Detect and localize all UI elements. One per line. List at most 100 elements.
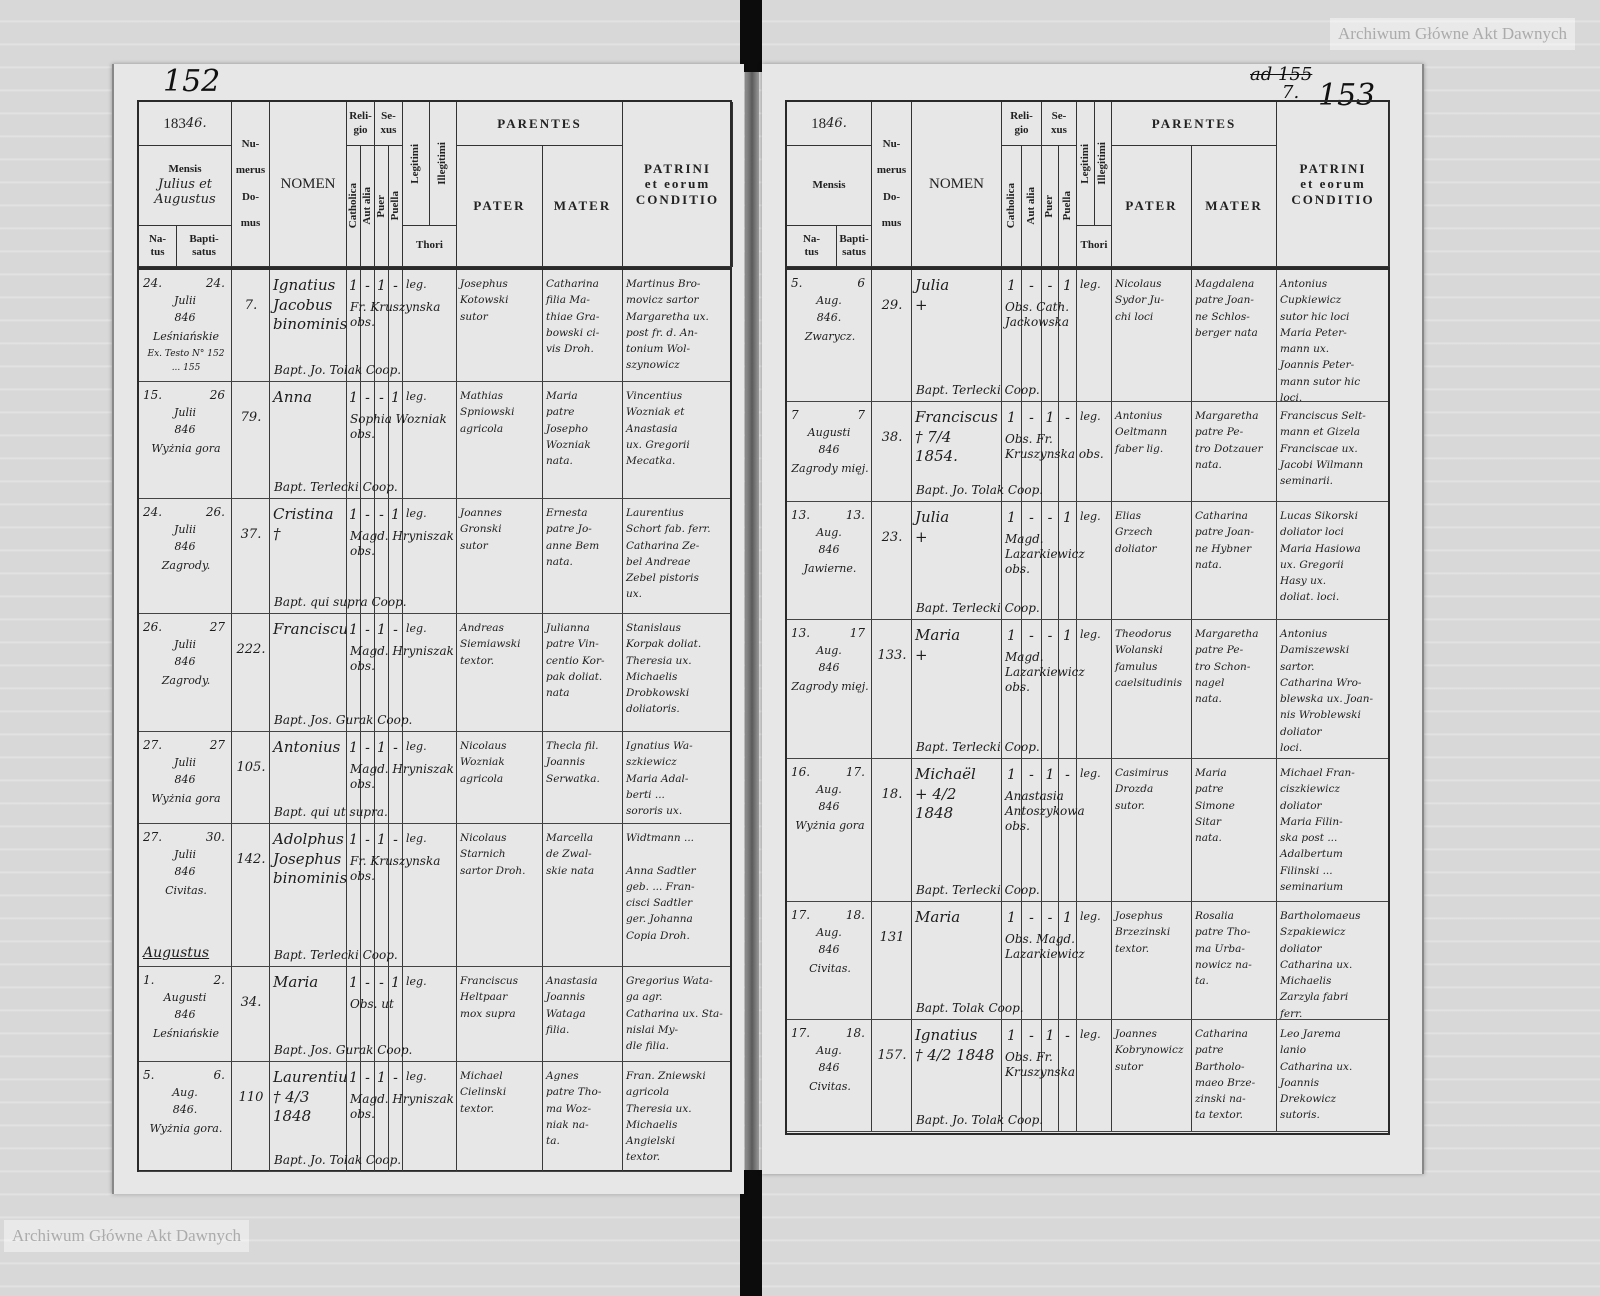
locality: Civitas. — [809, 962, 851, 975]
baptism-day: 7 — [857, 408, 865, 422]
pater-heading: PATER — [457, 146, 543, 267]
locality: Wyżnia gora — [151, 442, 221, 455]
father: Josephus Brzezinski textor. — [1112, 902, 1192, 1019]
puella-mark: 1 — [389, 382, 403, 498]
date-cell: 26. 27 Julii 846 Zagrody. — [139, 614, 232, 731]
legitimacy-mark: leg. — [403, 614, 457, 731]
illegitimi-heading-text: Illegitimi — [436, 142, 449, 185]
birth-day: 24. — [143, 276, 163, 290]
obstetrix-note: Obs. ut — [350, 997, 394, 1011]
puer-mark: - — [1042, 620, 1059, 758]
catholica-mark: 1 — [347, 732, 361, 823]
month-divider-augustus: Augustus — [143, 945, 210, 961]
aut-alia-mark: - — [361, 382, 375, 498]
puer-mark: 1 — [1042, 402, 1059, 501]
godparents: Fran. Zniewski agricola Theresia ux. Mic… — [626, 1070, 706, 1164]
house-number: 37. — [232, 499, 270, 613]
obstetrix-note: Sophia Wozniak obs. — [350, 412, 447, 441]
baptizing-priest-note: Bapt. Terlecki Coop. — [274, 948, 398, 962]
puella-mark: 1 — [389, 499, 403, 613]
aut-alia-mark: - — [1022, 502, 1042, 619]
puer-mark: 1 — [375, 824, 389, 966]
child-name: Julia + — [912, 270, 1002, 401]
mother: Magdalena patre Joan- ne Schlos- berger … — [1192, 270, 1277, 401]
numerus-domus-heading: Nu- merus Do- mus — [232, 102, 270, 267]
aut-alia-mark: - — [361, 1062, 375, 1171]
baptizing-priest-note: Bapt. qui supra Coop. — [274, 595, 407, 609]
baptizing-priest-note: Bapt. Jos. Gurak Coop. — [274, 713, 413, 727]
legitimi-heading-text: Legitimi — [1078, 143, 1091, 184]
legitimacy-mark: leg. — [403, 382, 457, 498]
mother: Anastasia Joannis Wataga filia. — [543, 967, 623, 1061]
register-entry: 24. 26. Julii 846 Zagrody. 37. Cristina † 1- -1… — [139, 499, 730, 614]
natus-heading: Na- tus — [139, 226, 177, 267]
catholica-mark: 1 — [1002, 502, 1022, 619]
father: Josephus Kotowski sutor — [457, 270, 543, 381]
mother: Rosalia patre Tho- ma Urba- nowicz na- t… — [1192, 902, 1277, 1019]
baptism-day: 30. — [205, 830, 225, 844]
baptizing-priest-note: Bapt. Jo. Tolak Coop. — [274, 1153, 402, 1167]
mensis-label: Mensis — [168, 163, 202, 176]
natus-heading: Na- tus — [787, 226, 837, 267]
birth-day: 27. — [143, 830, 163, 844]
locality: Civitas. — [165, 884, 207, 897]
mother: Agnes patre Tho- ma Woz- niak na- ta. — [543, 1062, 623, 1171]
puella-heading: Puella — [389, 146, 403, 267]
date-cell: 1. 2. Augusti 846 Leśniańskie — [139, 967, 232, 1061]
obstetrix-note: Obs. Fr. Kruszynska obs. — [1005, 432, 1104, 461]
register-entry: 13. 13. Aug. 846 Jawierne. 23. Julia +1- -1 leg… — [787, 502, 1388, 620]
puer-heading: Puer — [375, 146, 389, 267]
legitimacy-mark: leg. — [403, 967, 457, 1061]
aut-alia-mark: - — [361, 614, 375, 731]
puella-mark: - — [389, 824, 403, 966]
obstetrix-note: Fr. Kruszynska obs. — [350, 300, 441, 329]
date-cell: 27. 30. Julii 846 Civitas. — [139, 824, 232, 966]
baptizing-priest-note: Bapt. Jo. Tolak Coop. — [916, 483, 1044, 497]
register-entry: 17. 18. Aug. 846 Civitas. 157. Ignatius † 4/2… — [787, 1020, 1388, 1132]
child-name: Laurentius † 4/3 1848 — [270, 1062, 347, 1171]
house-number: 29. — [872, 270, 912, 401]
book-spine — [740, 1170, 762, 1296]
mother: Catharina patre Bartholo- maeo Brze- zin… — [1192, 1020, 1277, 1131]
house-number: 133. — [872, 620, 912, 758]
date-cell: 24. 26. Julii 846 Zagrody. — [139, 499, 232, 613]
obstetrix-note: Magd. Hryniszak obs. — [350, 762, 454, 791]
register-entry: 27. 30. Julii 846 Civitas. 142. Adolphus Jose… — [139, 824, 730, 967]
date-cell: 15. 26 Julii 846 Wyżnia gora — [139, 382, 232, 498]
puella-mark: - — [389, 732, 403, 823]
sexus-heading: Se- xus — [375, 102, 403, 146]
child-name: Maria + — [912, 620, 1002, 758]
legitimi-heading: Legitimi — [403, 102, 430, 226]
baptism-day: 27 — [209, 738, 225, 752]
locality: Leśniańskie — [152, 330, 220, 343]
godparents: Stanislaus Korpak doliat. Theresia ux. M… — [626, 622, 702, 716]
godparents: Vincentius Wozniak et Anastasia ux. Greg… — [626, 390, 690, 468]
month-year: Julii 846 — [173, 523, 197, 554]
obstetrix-note: Magd. Hryniszak obs. — [350, 1092, 454, 1121]
register-entry: 13. 17 Aug. 846 Zagrody mięj. 133. Maria +1- -… — [787, 620, 1388, 759]
month-year: Julii 846 — [173, 756, 197, 787]
month-year: Julii 846 — [173, 638, 197, 669]
child-name: Ignatius † 4/2 1848 — [912, 1020, 1002, 1131]
birth-day: 17. — [791, 908, 811, 922]
godparents: Michael Fran- ciszkiewicz doliator Maria… — [1280, 767, 1355, 893]
mother: Maria patre Josepho Wozniak nata. — [543, 382, 623, 498]
parentes-heading: PARENTES — [1112, 102, 1277, 146]
illegitimi-heading: Illegitimi — [430, 102, 457, 226]
baptism-day: 26. — [205, 505, 225, 519]
catholica-heading: Catholica — [1002, 146, 1022, 267]
legitimacy-mark: leg. — [1077, 502, 1112, 619]
obstetrix-note: Obs. Magd. Lazarkiewicz — [1005, 932, 1085, 961]
godparents: Widtmann ... Anna Sadtler geb. ... Fran-… — [626, 832, 696, 942]
date-cell: 5. 6. Aug. 846. Wyżnia gora. — [139, 1062, 232, 1171]
legitimacy-mark: leg. — [403, 1062, 457, 1171]
child-name: Cristina † — [270, 499, 347, 613]
catholica-mark: 1 — [1002, 759, 1022, 901]
puella-mark: 1 — [1059, 902, 1077, 1019]
register-entry: 17. 18. Aug. 846 Civitas. 131 Maria 1- -1 leg. Jo… — [787, 902, 1388, 1020]
godparents: Laurentius Schort fab. ferr. Catharina Z… — [626, 507, 711, 601]
father: Elias Grzech doliator — [1112, 502, 1192, 619]
puella-mark: - — [389, 1062, 403, 1171]
puella-mark: - — [389, 270, 403, 381]
catholica-heading-text: Catholica — [347, 183, 359, 229]
